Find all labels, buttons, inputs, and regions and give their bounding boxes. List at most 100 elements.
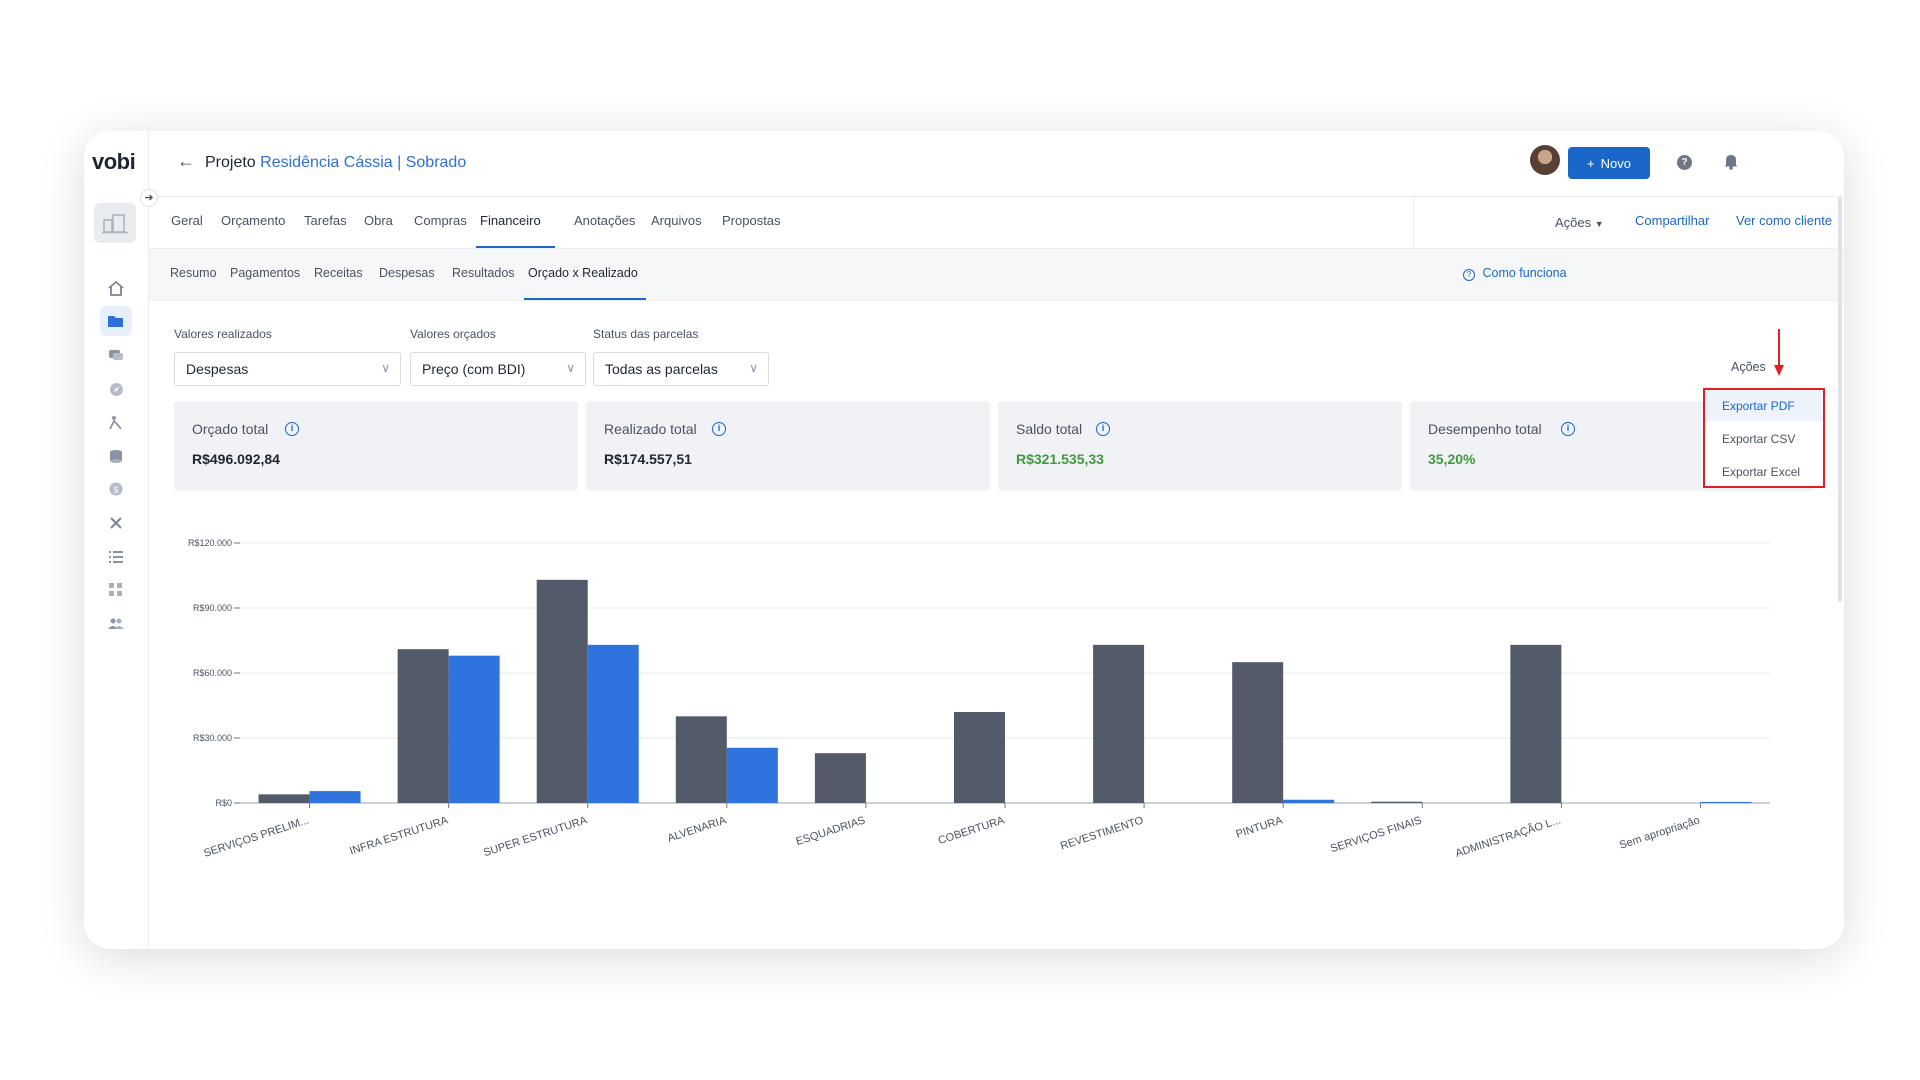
chart-bar [1510,644,1562,803]
subtab-resultados[interactable]: Resultados [452,266,515,280]
vobi-logo[interactable]: vobi [92,149,136,174]
users-icon[interactable] [100,609,132,639]
export-dropdown: Exportar PDF Exportar CSV Exportar Excel [1703,388,1825,488]
chart-bar [1700,801,1752,803]
subtab-despesas[interactable]: Despesas [379,266,435,280]
tab-geral[interactable]: Geral [171,213,203,228]
x-tick-label: INFRA ESTRUTURA [348,814,450,857]
filter-realizados-label: Valores realizados [174,327,272,341]
compass-icon[interactable] [100,374,132,404]
svg-text:$: $ [113,486,119,496]
project-name-link[interactable]: Residência Cássia [260,154,393,171]
caret-down-icon: ▼ [1594,219,1604,229]
card-title: Desempenho total [1428,421,1542,437]
acoes-button[interactable]: Ações [1731,360,1766,374]
budget-vs-actual-chart: R$0 R$30.000 R$60.000 R$90.000 R$120.000 SERV… [188,538,1770,860]
info-icon[interactable]: i [285,422,299,436]
x-tick-label: COBERTURA [937,814,1007,847]
y-tick-label: R$60.000 [193,668,232,678]
orcados-select[interactable]: Preço (com BDI) ∨ [410,352,586,386]
x-tick-label: PINTURA [1234,814,1284,841]
card-title: Saldo total [1016,421,1083,437]
chart-bar [448,655,500,803]
title-prefix: Projeto [205,154,256,171]
project-thumbnail[interactable] [94,203,136,243]
coins-icon[interactable] [100,441,132,471]
tab-obra[interactable]: Obra [364,213,393,228]
y-tick-label: R$30.000 [193,733,232,743]
arrow-left-icon[interactable]: ← [177,151,195,171]
status-select[interactable]: Todas as parcelas ∨ [593,352,769,386]
tab-orcamento[interactable]: Orçamento [221,213,286,228]
realizados-value: Despesas [186,361,249,377]
folder-icon[interactable] [100,306,132,336]
info-icon[interactable]: i [1096,422,1110,436]
subtab-receitas[interactable]: Receitas [314,266,363,280]
worker-icon[interactable] [100,407,132,437]
chart-bar [726,747,778,803]
tab-arquivos[interactable]: Arquivos [651,213,702,228]
x-tick-label: Sem apropriação [1618,814,1701,851]
card-realizado-total: Realizado total i R$174.557,51 [586,401,990,491]
home-icon[interactable] [100,273,132,303]
sidebar-collapse-button[interactable]: ➜ [140,189,158,207]
tab-propostas[interactable]: Propostas [722,213,781,228]
user-avatar[interactable] [1530,145,1560,175]
como-funciona-link[interactable]: ? Como funciona [1463,266,1567,281]
chart-bar [1283,799,1335,803]
info-icon[interactable]: i [1561,422,1575,436]
orcados-value: Preço (com BDI) [422,361,526,377]
chart-bar [309,791,361,803]
active-subtab-indicator [524,298,646,300]
subtab-orcado-realizado[interactable]: Orçado x Realizado [528,266,638,280]
app-window: vobi $ [84,131,1844,949]
chart-bar [397,649,449,803]
header: ← Projeto Residência Cássia | Sobrado + … [149,131,1844,197]
acoes-menu[interactable]: Ações ▼ [1555,215,1604,230]
help-icon[interactable]: ? [1677,155,1692,170]
chart-bar [1232,662,1284,803]
chat-icon[interactable] [100,340,132,370]
question-circle-icon: ? [1463,269,1475,281]
title-separator: | [397,154,402,171]
tab-anotacoes[interactable]: Anotações [574,213,636,228]
ver-como-cliente-link[interactable]: Ver como cliente [1736,213,1833,228]
chart-bar [587,644,639,803]
dollar-icon[interactable]: $ [100,474,132,504]
bell-icon[interactable] [1723,152,1739,170]
export-pdf-item[interactable]: Exportar PDF [1705,391,1823,421]
compartilhar-link[interactable]: Compartilhar [1635,213,1710,228]
chevron-down-icon: ∨ [381,361,390,375]
status-value: Todas as parcelas [605,361,718,377]
chevron-down-icon: ∨ [566,361,575,375]
project-sub-link[interactable]: Sobrado [405,154,467,171]
x-tick-label: ESQUADRIAS [795,814,867,848]
x-tick-label: SERVIÇOS FINAIS [1329,814,1423,855]
new-button[interactable]: + Novo [1568,147,1650,179]
subtab-resumo[interactable]: Resumo [170,266,217,280]
export-csv-item[interactable]: Exportar CSV [1722,432,1796,446]
acoes-menu-label: Ações [1555,215,1592,230]
tab-tarefas[interactable]: Tarefas [304,213,347,228]
tab-compras[interactable]: Compras [414,213,467,228]
chart-bar [675,716,727,803]
sub-tabs: Resumo Pagamentos Receitas Despesas Resu… [149,249,1844,301]
x-tick-label: SERVIÇOS PRELIM... [202,814,310,859]
filter-orcados-label: Valores orçados [410,327,496,341]
page-title: Projeto Residência Cássia | Sobrado [205,154,466,172]
x-tick-label: SUPER ESTRUTURA [482,814,589,859]
tools-icon[interactable] [100,508,132,538]
export-excel-item[interactable]: Exportar Excel [1722,465,1801,479]
card-orcado-total: Orçado total i R$496.092,84 [174,401,578,491]
subtab-pagamentos[interactable]: Pagamentos [230,266,301,280]
x-tick-label: ADMINISTRAÇÃO L... [1454,813,1563,859]
apps-icon[interactable] [100,575,132,605]
list-icon[interactable] [100,542,132,572]
y-tick-label: R$90.000 [193,603,232,613]
plus-icon: + [1587,155,1595,171]
realizados-select[interactable]: Despesas ∨ [174,352,401,386]
scrollbar[interactable] [1838,197,1842,602]
info-icon[interactable]: i [712,422,726,436]
tab-financeiro[interactable]: Financeiro [480,213,541,228]
card-title: Realizado total [604,421,697,437]
